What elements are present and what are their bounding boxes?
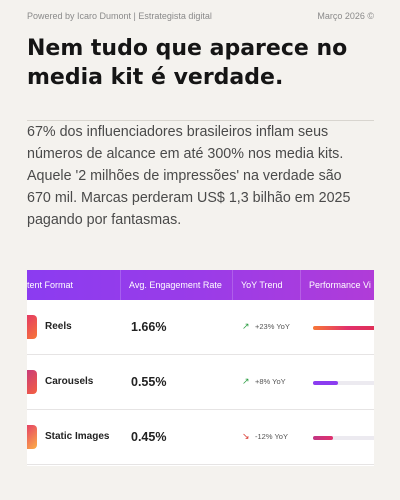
format: Static Images [45,431,110,442]
trend: -12% YoY [255,432,288,441]
para-line: 670 mil. Marcas perderam US$ 1,3 bilhão … [27,190,351,206]
format-icon [27,370,37,394]
paragraph: 67% dos influenciadores brasileiros infl… [27,121,379,231]
table-row: Static Images 0.45% ↘ -12% YoY [27,410,374,465]
divider [27,120,374,121]
para-line: Aquele '2 milhões de impressões' na verd… [27,168,342,184]
format: Reels [45,321,72,332]
para-line: pagando por fantasmas. [27,212,182,228]
header-cell: YoY Trend [232,270,300,300]
engagement-rate: 1.66% [131,320,167,334]
header-cell: Performance Vi [300,270,374,300]
title: Nem tudo que aparece no media kit é verd… [27,34,387,92]
performance-bar [313,326,374,330]
trend-arrow: ↗ [242,321,250,331]
title-line: media kit é verdade. [27,65,284,90]
engagement-rate: 0.45% [131,430,167,444]
date: Março 2026 © [317,11,374,21]
trend-arrow: ↘ [242,431,250,441]
para-line: números de alcance em até 300% nos media… [27,146,344,162]
table-header: tent Format Avg. Engagement Rate YoY Tre… [27,270,374,300]
format-icon [27,315,37,339]
table: tent Format Avg. Engagement Rate YoY Tre… [27,270,374,466]
performance-track [313,381,374,385]
engagement-rate: 0.55% [131,375,167,389]
format: Carousels [45,376,94,387]
para-line: 67% dos influenciadores brasileiros infl… [27,124,329,140]
credit: Powered by Icaro Dumont | Estrategista d… [27,11,212,21]
performance-bar [313,436,333,440]
trend: +8% YoY [255,377,286,386]
performance-bar [313,381,338,385]
format-icon [27,425,37,449]
title-line: Nem tudo que aparece no [27,36,348,61]
table-row: Reels 1.66% ↗ +23% YoY [27,300,374,355]
header-cell: Avg. Engagement Rate [120,270,232,300]
performance-track [313,436,374,440]
trend: +23% YoY [255,322,290,331]
header-cell: tent Format [27,280,74,290]
table-row: Carousels 0.55% ↗ +8% YoY [27,355,374,410]
trend-arrow: ↗ [242,376,250,386]
performance-track [313,326,374,330]
